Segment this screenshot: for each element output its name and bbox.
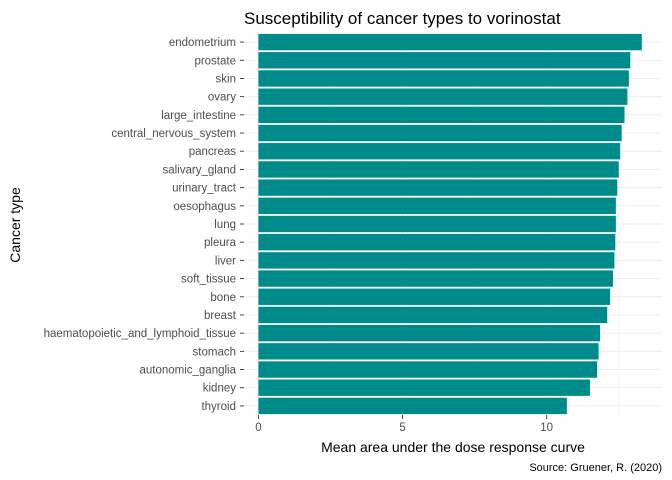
plot-panel: [244, 33, 662, 415]
x-tick-label: 10: [540, 422, 553, 434]
y-axis-title: Cancer type: [7, 187, 23, 263]
category-label: salivary_gland: [162, 164, 236, 176]
bar-prostate: [258, 52, 631, 69]
source-caption: Source: Gruener, R. (2020): [529, 462, 662, 474]
category-label: large_intestine: [161, 110, 236, 122]
y-axis: endometrium prostate skin ovary large_intest…: [44, 37, 244, 413]
bar-lung: [258, 215, 616, 233]
category-label: haematopoietic_and_lymphoid_tissue: [44, 328, 236, 340]
category-label: bone: [210, 292, 236, 304]
category-label: pancreas: [189, 146, 237, 158]
category-label: soft_tissue: [181, 274, 236, 286]
bar-stomach: [258, 343, 599, 360]
category-label: central_nervous_system: [111, 128, 236, 140]
bar-skin: [258, 70, 629, 87]
category-label: pleura: [204, 237, 237, 249]
category-label: thyroid: [201, 401, 236, 413]
bar-oesophagus: [258, 197, 616, 214]
bar-thyroid: [258, 397, 567, 415]
category-label: endometrium: [169, 37, 236, 49]
bar-large_intestine: [258, 106, 625, 124]
category-label: oesophagus: [173, 201, 236, 213]
bar-pancreas: [258, 143, 621, 160]
bar-central_nervous_system: [258, 124, 622, 142]
x-tick-label: 5: [399, 422, 405, 434]
category-label: stomach: [193, 346, 236, 358]
bar-pleura: [258, 234, 616, 251]
x-axis-title: Mean area under the dose response curve: [321, 439, 585, 455]
x-axis: 0 5 10: [255, 415, 553, 434]
bar-urinary_tract: [258, 179, 618, 196]
bar-endometrium: [258, 33, 642, 51]
bar-autonomic_ganglia: [258, 361, 598, 378]
category-label: breast: [204, 310, 237, 322]
category-label: liver: [215, 255, 236, 267]
category-label: autonomic_ganglia: [139, 365, 236, 377]
bar-haematopoietic_and_lymphoid_tissue: [258, 324, 601, 342]
bar-kidney: [258, 379, 590, 396]
x-tick-label: 0: [255, 422, 261, 434]
bar-liver: [258, 252, 615, 269]
bar-ovary: [258, 88, 628, 105]
category-label: skin: [216, 73, 236, 85]
bar-salivary_gland: [258, 161, 619, 178]
bar-bone: [258, 288, 611, 305]
category-label: kidney: [203, 383, 236, 395]
bar-soft_tissue: [258, 270, 613, 287]
category-label: prostate: [194, 55, 236, 67]
bar-breast: [258, 306, 608, 324]
category-label: ovary: [208, 92, 236, 104]
chart-title: Susceptibility of cancer types to vorino…: [244, 9, 561, 28]
category-label: lung: [214, 219, 236, 231]
category-label: urinary_tract: [172, 183, 237, 195]
